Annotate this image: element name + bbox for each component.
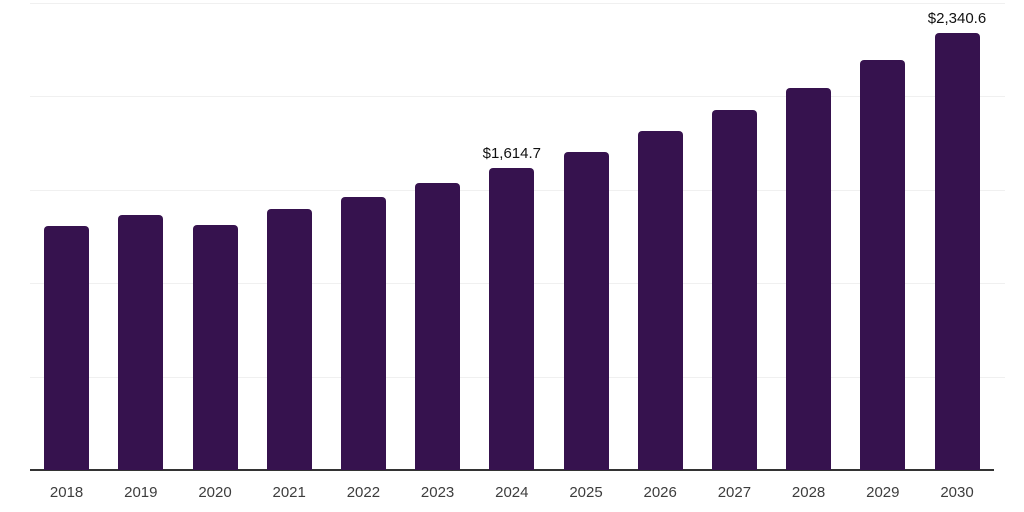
bar-2026 — [637, 130, 683, 470]
bar-2021 — [266, 208, 312, 470]
bar-2027 — [711, 110, 757, 470]
x-tick-label-2024: 2024 — [495, 484, 529, 501]
bar-2028 — [786, 88, 832, 470]
bar-value-label-2030: $2,340.6 — [927, 9, 987, 27]
bar-2023 — [415, 182, 461, 470]
x-tick-label-2027: 2027 — [717, 484, 752, 501]
bar-2024 — [489, 168, 535, 470]
x-tick-label-2019: 2019 — [124, 484, 158, 501]
bar-2018 — [44, 225, 90, 470]
x-tick-label-2030: 2030 — [940, 484, 974, 501]
bar-2019 — [118, 214, 164, 470]
bar-2030 — [934, 32, 980, 470]
bar-value-label-2024: $1,614.7 — [482, 145, 541, 163]
x-tick-label-2023: 2023 — [420, 484, 455, 501]
x-tick-label-2020: 2020 — [198, 484, 232, 501]
bar-2020 — [192, 224, 238, 470]
bar-2022 — [340, 196, 386, 470]
gridline-2000 — [30, 96, 1005, 97]
x-tick-label-2018: 2018 — [49, 484, 84, 501]
bar-2029 — [860, 60, 906, 470]
x-tick-label-2026: 2026 — [643, 484, 677, 501]
x-tick-label-2022: 2022 — [346, 484, 381, 501]
x-tick-label-2028: 2028 — [791, 484, 826, 501]
x-tick-label-2029: 2029 — [866, 484, 900, 501]
bar-2025 — [563, 151, 609, 470]
x-axis-line — [29, 469, 995, 471]
x-tick-label-2025: 2025 — [569, 484, 603, 501]
gridline-2500 — [30, 3, 1005, 4]
x-tick-label-2021: 2021 — [272, 484, 306, 501]
